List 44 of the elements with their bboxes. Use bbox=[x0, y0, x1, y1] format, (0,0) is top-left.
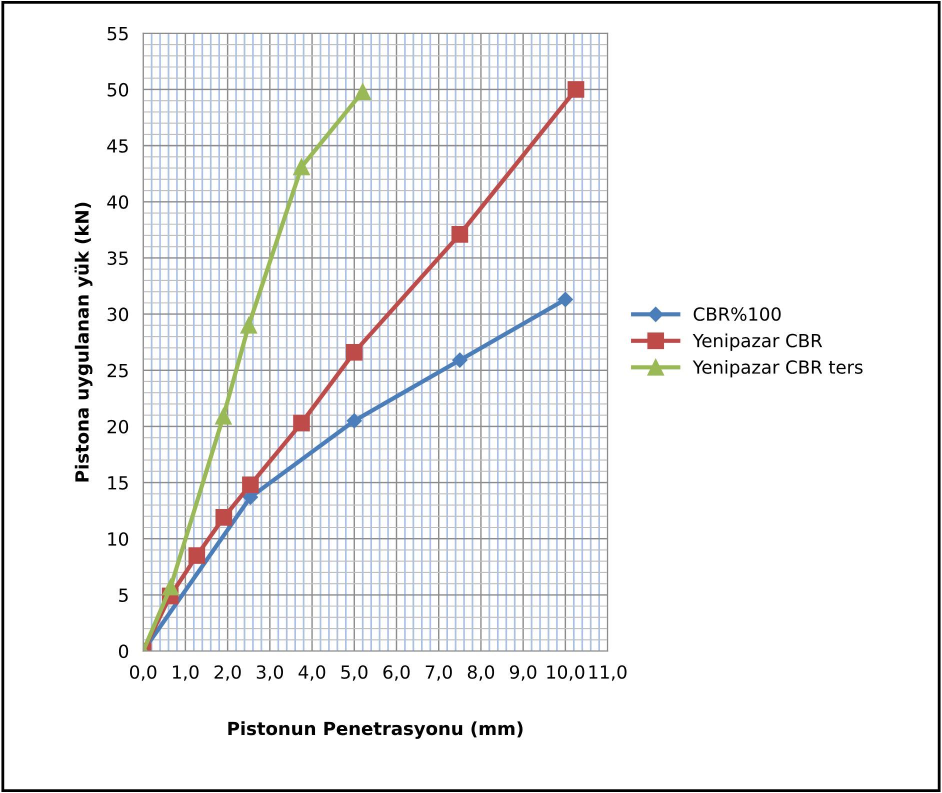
point bbox=[162, 578, 179, 596]
x-tick-label: 7,0 bbox=[426, 665, 452, 681]
point bbox=[215, 509, 232, 526]
y-tick-label: 5 bbox=[119, 588, 128, 602]
x-tick-label: 2,0 bbox=[214, 665, 241, 681]
point bbox=[188, 547, 206, 564]
point bbox=[215, 408, 232, 425]
y-tick-label: 55 bbox=[108, 27, 128, 40]
point bbox=[293, 158, 310, 176]
y-tick-label: 0 bbox=[119, 644, 128, 658]
y-tick-label: 25 bbox=[108, 364, 128, 378]
point bbox=[240, 317, 258, 334]
x-tick-label: 8,0 bbox=[468, 665, 494, 681]
x-tick-label: 1,0 bbox=[173, 665, 199, 681]
y-tick-label: 20 bbox=[108, 420, 128, 434]
x-axis-title: Pistonun Penetrasyonu (mm) bbox=[228, 721, 523, 739]
point bbox=[354, 83, 372, 100]
x-tick-label: 11,0 bbox=[589, 665, 626, 681]
x-tick-label: 6,0 bbox=[383, 665, 410, 681]
point bbox=[346, 344, 363, 361]
point bbox=[242, 476, 259, 494]
x-tick-label: 4,0 bbox=[298, 665, 326, 681]
legend-label: Yenipazar CBR ters bbox=[692, 360, 863, 378]
legend-label: CBR%100 bbox=[694, 307, 781, 321]
y-axis-title: Pistona uygulanan yük (kN) bbox=[74, 202, 92, 482]
legend-label: Yenipazar CBR bbox=[692, 333, 822, 351]
point bbox=[452, 352, 468, 368]
point bbox=[346, 413, 362, 428]
y-tick-label: 40 bbox=[107, 195, 128, 209]
point bbox=[568, 81, 584, 98]
point bbox=[451, 226, 468, 243]
point bbox=[558, 292, 573, 308]
x-tick-label: 10,0 bbox=[547, 665, 584, 681]
y-tick-label: 30 bbox=[108, 308, 128, 322]
y-tick-label: 50 bbox=[108, 82, 128, 97]
x-tick-label: 9,0 bbox=[510, 665, 536, 681]
x-tick-label: 5,0 bbox=[341, 665, 368, 681]
x-tick-label: 0,0 bbox=[130, 665, 156, 681]
point bbox=[293, 414, 310, 432]
y-tick-label: 15 bbox=[108, 476, 128, 490]
x-tick-label: 3,0 bbox=[256, 665, 283, 681]
y-tick-label: 35 bbox=[108, 251, 128, 266]
y-tick-label: 45 bbox=[107, 139, 128, 153]
y-tick-label: 10 bbox=[108, 532, 128, 546]
